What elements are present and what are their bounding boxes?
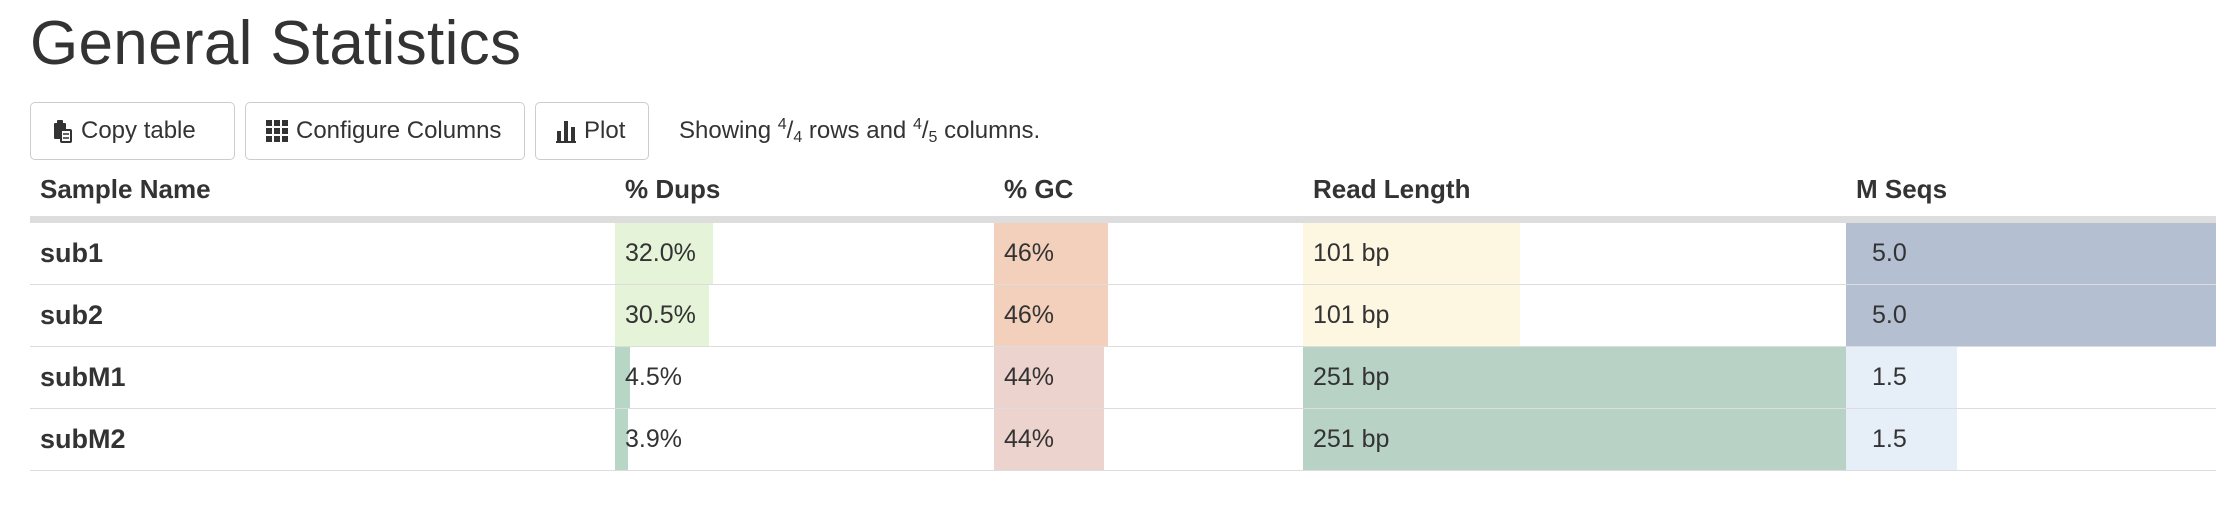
dups-bar (615, 223, 713, 284)
mseqs-bar (1846, 285, 2216, 346)
dups-bar (615, 347, 630, 408)
sample-name-cell: subM2 (40, 424, 126, 454)
dups-value: 4.5% (625, 363, 682, 391)
gc-bar (994, 409, 1104, 470)
mseqs-value: 1.5 (1872, 363, 1907, 391)
page-title: General Statistics (30, 9, 522, 78)
gc-value: 44% (1004, 363, 1055, 391)
configure-columns-button[interactable]: Configure Columns (245, 102, 525, 160)
bar-chart-icon (556, 119, 576, 143)
read-length-value: 101 bp (1313, 239, 1390, 267)
sample-name-cell: subM1 (40, 362, 126, 392)
gc-bar (994, 347, 1104, 408)
header-gc[interactable]: % GC (1004, 174, 1074, 204)
dups-value: 3.9% (625, 425, 682, 453)
copy-table-button[interactable]: Copy table (30, 102, 235, 160)
mseqs-bar (1846, 347, 1957, 408)
read-length-value: 101 bp (1313, 301, 1390, 329)
plot-label: Plot (584, 117, 626, 144)
mseqs-value: 5.0 (1872, 239, 1907, 267)
table-row: sub2 30.5% 46% 101 bp 5.0 (30, 285, 2216, 347)
mseqs-bar (1846, 223, 2216, 284)
table-status-text: Showing 4/4 rows and 4/5 columns. (679, 115, 1041, 146)
table-row: sub1 32.0% 46% 101 bp 5.0 (30, 223, 2216, 285)
plot-button[interactable]: Plot (535, 102, 649, 160)
clipboard-icon (51, 119, 73, 143)
gc-value: 44% (1004, 425, 1055, 453)
gc-value: 46% (1004, 239, 1055, 267)
gc-value: 46% (1004, 301, 1055, 329)
copy-table-label: Copy table (81, 117, 196, 144)
grid-icon (266, 120, 288, 142)
mseqs-value: 5.0 (1872, 301, 1907, 329)
dups-bar (615, 409, 629, 470)
toolbar: Copy table Configure Columns (30, 101, 1040, 161)
dups-value: 32.0% (625, 239, 696, 267)
table-body: sub1 32.0% 46% 101 bp 5.0 sub2 30.5% 46% 101 bp 5… (30, 223, 2216, 471)
mseqs-bar (1846, 409, 1957, 470)
gc-bar (994, 223, 1109, 284)
header-sample-name[interactable]: Sample Name (40, 174, 211, 204)
read-length-bar (1303, 409, 1846, 470)
gc-bar (994, 285, 1109, 346)
dups-bar (615, 285, 709, 346)
table-header: Sample Name % Dups % GC Read Length M Se… (30, 166, 2216, 223)
configure-columns-label: Configure Columns (296, 117, 502, 144)
read-length-bar (1303, 285, 1521, 346)
mseqs-value: 1.5 (1872, 425, 1907, 453)
header-dups[interactable]: % Dups (625, 174, 721, 204)
table-row: subM1 4.5% 44% 251 bp 1.5 (30, 347, 2216, 409)
read-length-value: 251 bp (1313, 363, 1390, 391)
read-length-bar (1303, 223, 1521, 284)
sample-name-cell: sub2 (40, 300, 104, 330)
table-row: subM2 3.9% 44% 251 bp 1.5 (30, 409, 2216, 471)
general-stats-table: Sample Name % Dups % GC Read Length M Se… (30, 166, 2216, 471)
header-read-length[interactable]: Read Length (1313, 174, 1471, 204)
header-m-seqs[interactable]: M Seqs (1856, 174, 1948, 204)
dups-value: 30.5% (625, 301, 696, 329)
sample-name-cell: sub1 (40, 238, 104, 268)
read-length-value: 251 bp (1313, 425, 1390, 453)
read-length-bar (1303, 347, 1846, 408)
